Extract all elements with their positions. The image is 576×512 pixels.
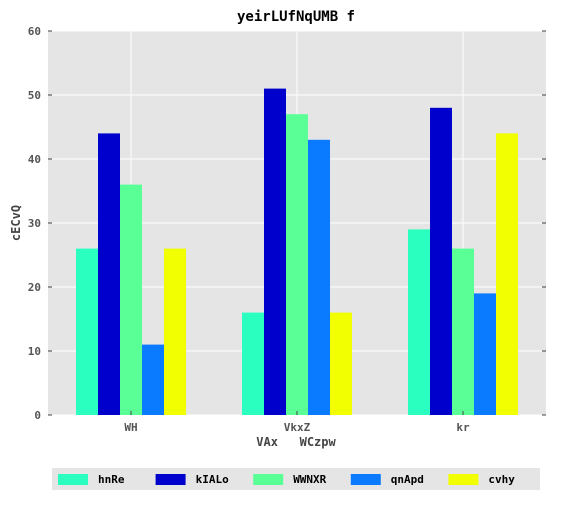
y-tick-label: 10 xyxy=(28,345,41,358)
bar xyxy=(164,248,186,415)
chart-title: yeirLUfNqUMB f xyxy=(237,9,355,25)
legend-label: kIALo xyxy=(196,473,229,486)
bar xyxy=(120,184,142,415)
bar xyxy=(242,312,264,415)
bar xyxy=(264,88,286,415)
bar xyxy=(430,107,452,416)
bar xyxy=(308,139,330,416)
axes: 0 10 20 30 40 50 60 WH VkxZ kr xyxy=(28,25,546,434)
legend: hnRe kIALo WWNXR qnApd cvhy xyxy=(52,468,540,490)
x-tick-label: WH xyxy=(124,421,137,434)
legend-swatch xyxy=(58,474,88,485)
legend-label: cvhy xyxy=(488,473,515,486)
y-tick-label: 0 xyxy=(34,409,41,422)
x-axis-label: VAx WCzpw xyxy=(256,435,336,449)
y-tick-label: 60 xyxy=(28,25,41,38)
y-tick-label: 50 xyxy=(28,89,41,102)
bar xyxy=(452,248,474,415)
bar xyxy=(98,133,120,415)
bar xyxy=(496,133,518,415)
bar xyxy=(408,229,430,415)
legend-swatch xyxy=(350,474,381,485)
legend-label: WWNXR xyxy=(293,473,326,486)
legend-swatch xyxy=(448,474,479,485)
bar xyxy=(286,114,308,415)
bar xyxy=(330,312,352,415)
x-tick-label: kr xyxy=(456,421,470,434)
y-tick-label: 20 xyxy=(28,281,41,294)
bar xyxy=(474,293,496,415)
legend-swatch xyxy=(155,474,186,485)
legend-swatch xyxy=(253,474,284,485)
legend-label: qnApd xyxy=(391,473,424,486)
x-tick-label: VkxZ xyxy=(284,421,311,434)
bar xyxy=(76,248,98,415)
y-tick-label: 40 xyxy=(28,153,41,166)
y-tick-label: 30 xyxy=(28,217,41,230)
legend-label: hnRe xyxy=(98,473,125,486)
bar xyxy=(142,344,164,415)
bars xyxy=(76,88,518,416)
y-axis-label: cECvQ xyxy=(9,205,23,241)
